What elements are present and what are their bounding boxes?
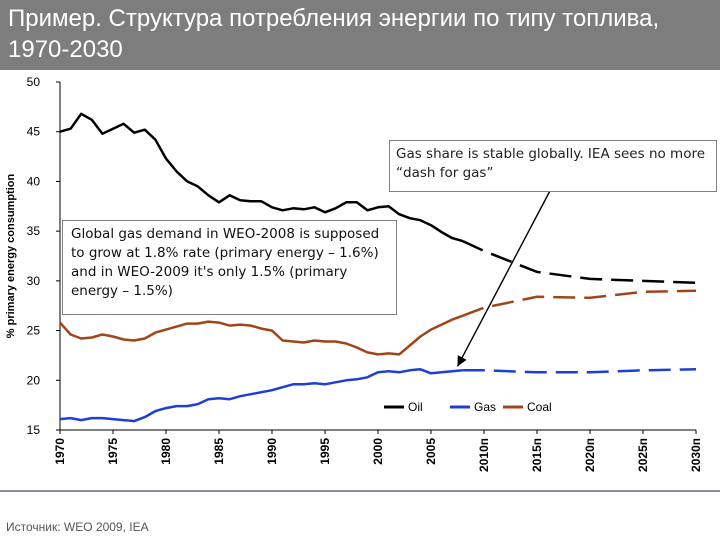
arrow-head [457, 355, 467, 367]
x-tick-label: 2015п [530, 438, 544, 472]
y-tick-label: 30 [27, 274, 41, 288]
y-tick-label: 20 [27, 373, 41, 387]
x-tick-label: 1990 [265, 438, 279, 465]
x-tick-label: 1975 [106, 438, 120, 465]
oil-legend-label: Oil [408, 400, 423, 414]
y-tick-label: 35 [27, 224, 41, 238]
line-chart: 15 20 25 30 35 40 45 50 1970 1975 1980 1985 1990 1995… [5, 75, 703, 472]
footer-divider [0, 490, 720, 492]
gas-legend-label: Gas [474, 400, 496, 414]
gas-demand-callout: Global gas demand in WEO-2008 is suppose… [62, 220, 397, 315]
x-tick-label: 2010п [477, 438, 491, 472]
axes: 15 20 25 30 35 40 45 50 1970 1975 1980 1985 1990 1995… [5, 75, 703, 472]
gas-series-line [59, 368, 463, 423]
oil-projection-line [462, 239, 697, 285]
x-tick-label: 1995 [318, 438, 332, 465]
slide-title: Пример. Структура потребления энергии по… [8, 5, 660, 63]
source-note: Источник: WEO 2009, IEA [6, 520, 149, 534]
coal-projection-line [462, 289, 697, 317]
oil-series-line [59, 112, 464, 243]
coal-legend-label: Coal [527, 400, 552, 414]
gas-share-callout: Gas share is stable globally. IEA sees n… [389, 140, 717, 192]
x-tick-label: 2025п [636, 438, 650, 472]
x-tick-label: 1980 [159, 438, 173, 465]
x-tick-label: 1970 [53, 438, 67, 465]
legend: Oil Gas Coal [384, 400, 552, 414]
x-tick-label: 2030п [689, 438, 703, 472]
series-lines [59, 112, 697, 423]
title-bar: Пример. Структура потребления энергии по… [0, 0, 720, 70]
x-tick-label: 2005 [424, 438, 438, 465]
y-axis-title: % primary energy consumption [5, 174, 17, 339]
y-tick-label: 50 [27, 75, 41, 89]
x-tick-label: 1985 [212, 438, 226, 465]
callout-arrow [456, 186, 553, 367]
coal-series-line [59, 314, 464, 356]
x-tick-label: 2020п [583, 438, 597, 472]
x-tick-label: 2000 [371, 438, 385, 465]
arrow-shaft [456, 186, 553, 367]
y-tick-label: 45 [27, 125, 41, 139]
gas-projection-line [462, 368, 697, 374]
y-tick-label: 15 [27, 423, 41, 437]
y-tick-label: 25 [27, 324, 41, 338]
y-tick-label: 40 [27, 174, 41, 188]
